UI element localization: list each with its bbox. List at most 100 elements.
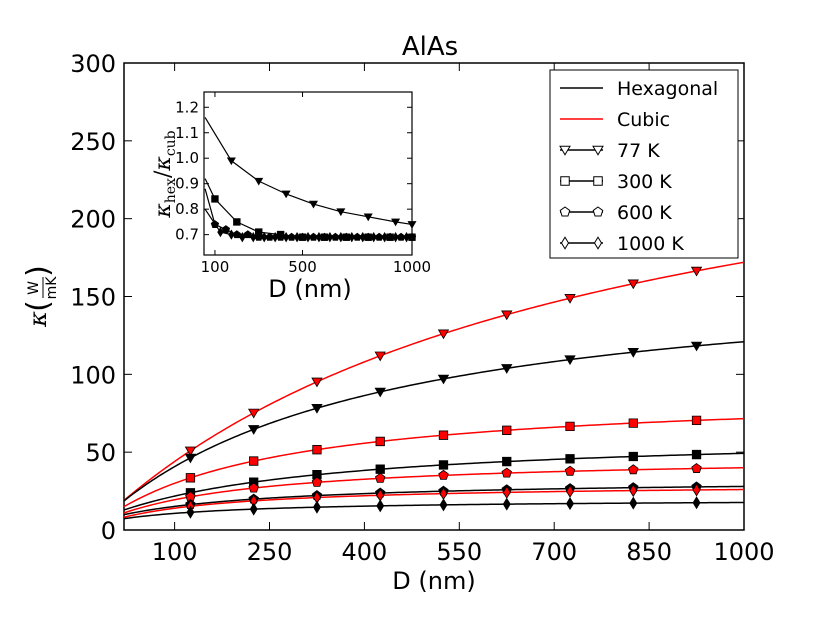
inset-y-axis-num-sub: hex [163,178,179,203]
data-point [691,415,702,426]
inset-x-axis-label: D (nm) [268,275,351,303]
chart-title: AlAs [402,32,458,62]
inset-y-tick-label: 1.0 [175,149,199,167]
main-y-axis-paren-open: ( [21,300,56,312]
main-y-tick-label: 100 [70,361,116,389]
data-point [565,421,575,431]
main-y-axis-symbol: κ [24,311,52,328]
inset-y-tick-label: 1.1 [175,124,199,142]
data-point [186,505,195,519]
inset-data-point [392,231,399,243]
data-point [312,445,322,455]
legend-marker [593,176,603,186]
inset-data-point [298,232,307,241]
main-x-tick-label: 250 [247,538,293,566]
main-x-tick-label: 1000 [713,538,774,566]
inset-data-point [359,231,366,243]
main-series-lines [123,261,745,520]
inset-data-point [304,231,312,243]
main-y-tick-label: 200 [70,206,116,234]
inset-data-point [232,230,242,239]
data-point [501,467,512,478]
inset-y-ticks: 0.7 0.8 0.9 1.0 1.1 1.2 [175,98,412,244]
series-line [123,452,745,511]
data-point [690,266,703,277]
data-point [247,408,260,419]
series-line [123,340,745,502]
data-point [628,464,639,475]
main-x-tick-label: 550 [436,538,482,566]
data-point [501,310,513,321]
legend-item: 600 K [559,202,672,224]
main-y-axis-paren-close: ) [21,265,56,277]
data-point [691,449,702,460]
inset-y-axis-label-text: κhex/κcub [151,130,179,218]
inset-y-axis-slash: / [151,170,176,178]
inset-data-point [250,231,257,243]
legend-item: 300 K [560,171,672,193]
inset-x-ticks: 100 500 1000 [201,92,431,276]
inset-data-point [396,232,406,241]
legend-marker [593,236,603,250]
legend-label: Hexagonal [617,78,718,100]
main-x-tick-label: 100 [152,538,198,566]
inset-data-point [243,230,252,239]
legend: Hexagonal Cubic 77 K 300 K 600 K 1000 K [549,69,739,259]
main-y-axis-unit-denominator: mK [44,276,60,300]
data-point [184,446,197,457]
legend-item: Cubic [560,109,670,131]
inset-data-point [309,232,318,241]
inset-chart: 100 500 1000 0.70.80.91.01.11.2 D (nm) κhe… [151,91,431,303]
inset-y-tick-label: 0.7 [175,226,199,244]
inset-data-point [261,231,268,243]
inset-data-point [391,218,401,227]
data-point [628,451,638,462]
main-plot: 100 250 400 550 700 850 1000 0 50 100 150 200 250 30… [70,50,774,566]
inset-data-point [348,231,355,243]
data-point [565,454,575,464]
inset-data-point [381,231,388,243]
data-point [184,453,197,464]
legend-label: 600 K [617,202,672,224]
data-point [311,404,323,414]
legend-marker [592,145,604,156]
data-point [629,484,638,498]
main-x-axis-label: D (nm) [392,567,475,595]
inset-data-point [217,226,224,238]
inset-data-point [403,231,410,243]
inset-data-point [342,232,351,241]
inset-data-point [326,231,334,243]
inset-data-point [407,232,417,241]
inset-data-point [276,232,285,241]
main-series-markers [184,266,703,519]
inset-data-point [226,157,236,166]
data-point [312,500,321,514]
data-point [564,355,576,366]
series-line [123,488,745,518]
data-point [376,499,385,513]
data-point [627,348,639,358]
data-point [249,456,259,466]
inset-y-tick-label: 1.2 [175,98,199,116]
inset-data-point [293,231,301,243]
main-x-tick-label: 850 [626,538,672,566]
inset-data-point [320,232,329,241]
inset-data-point [353,232,362,241]
data-point [502,456,512,467]
data-point [566,497,574,511]
inset-data-point [281,190,291,199]
inset-data-point [265,232,274,241]
main-y-tick-label: 150 [70,284,116,312]
inset-series-markers [210,157,417,243]
data-point [690,341,703,352]
data-point [627,279,639,290]
main-y-tick-label: 250 [70,128,116,156]
data-point [374,472,386,483]
inset-data-point [210,220,220,228]
data-point [438,469,449,480]
data-point [629,496,638,510]
inset-data-point [407,221,417,229]
data-point [437,374,450,385]
inset-y-axis-label: κhex/κcub [151,130,179,218]
data-point [439,498,448,512]
